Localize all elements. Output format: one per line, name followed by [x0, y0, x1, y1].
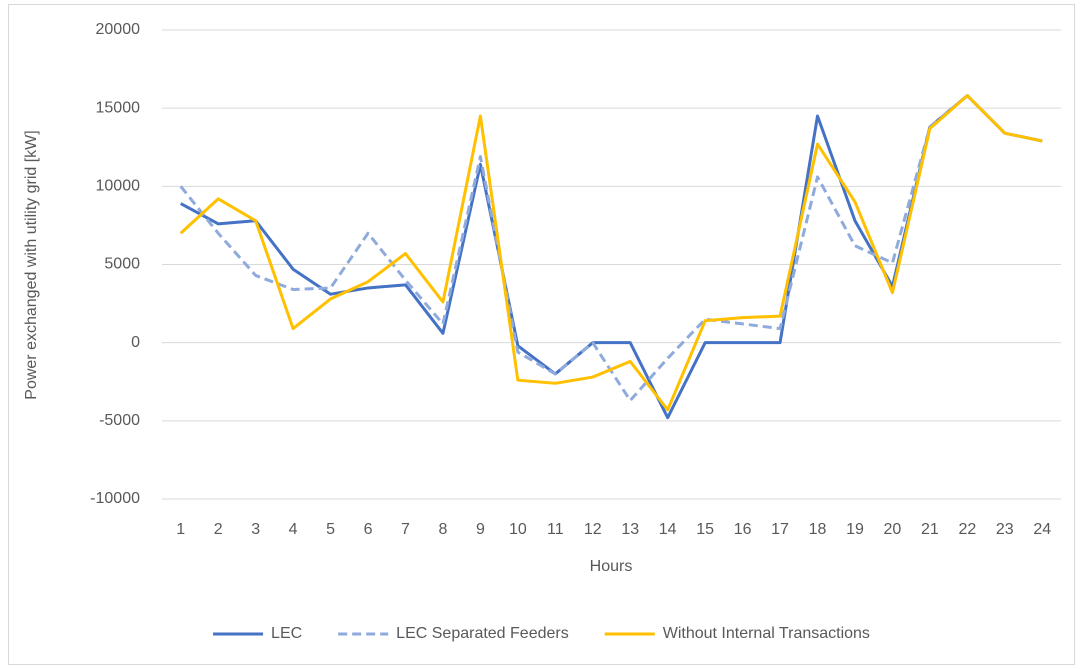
- line-series: [179, 94, 1043, 412]
- x-tick-label: 9: [476, 521, 485, 538]
- x-tick-label: 15: [696, 521, 714, 538]
- y-tick-label: 5000: [104, 256, 140, 273]
- y-tick-label: -5000: [99, 412, 140, 429]
- legend-label: LEC: [271, 625, 302, 642]
- x-tick-label: 1: [176, 521, 185, 538]
- x-tick-label: 6: [364, 521, 373, 538]
- x-tick-label: 13: [621, 521, 639, 538]
- y-axis-label: Power exchanged with utility grid [kW]: [23, 130, 40, 399]
- x-tick-label: 19: [846, 521, 864, 538]
- legend-label: Without Internal Transactions: [663, 625, 870, 642]
- x-tick-label: 11: [547, 521, 564, 538]
- chart-border: [8, 4, 1075, 665]
- x-tick-label: 3: [251, 521, 260, 538]
- legend-label: LEC Separated Feeders: [396, 625, 569, 642]
- x-tick-label: 7: [401, 521, 410, 538]
- x-tick-label: 18: [809, 521, 827, 538]
- x-tick-label: 16: [734, 521, 752, 538]
- x-tick-label: 24: [1033, 521, 1051, 538]
- x-tick-label: 23: [996, 521, 1014, 538]
- x-tick-label: 20: [884, 521, 902, 538]
- y-tick-label: 0: [131, 334, 140, 351]
- x-axis-label: Hours: [590, 558, 633, 575]
- x-tick-label: 21: [921, 521, 939, 538]
- y-tick-label: -10000: [90, 490, 140, 507]
- x-tick-label: 10: [509, 521, 527, 538]
- y-tick-label: 20000: [96, 21, 141, 38]
- y-tick-label: 10000: [96, 178, 141, 195]
- x-tick-label: 4: [289, 521, 298, 538]
- x-tick-label: 17: [771, 521, 789, 538]
- y-tick-label: 15000: [96, 99, 141, 116]
- x-tick-label: 2: [214, 521, 223, 538]
- x-tick-label: 22: [958, 521, 976, 538]
- x-tick-label: 14: [659, 521, 677, 538]
- x-tick-label: 8: [438, 521, 447, 538]
- x-tick-label: 5: [326, 521, 335, 538]
- x-tick-label: 12: [584, 521, 602, 538]
- line-series: [179, 94, 1043, 403]
